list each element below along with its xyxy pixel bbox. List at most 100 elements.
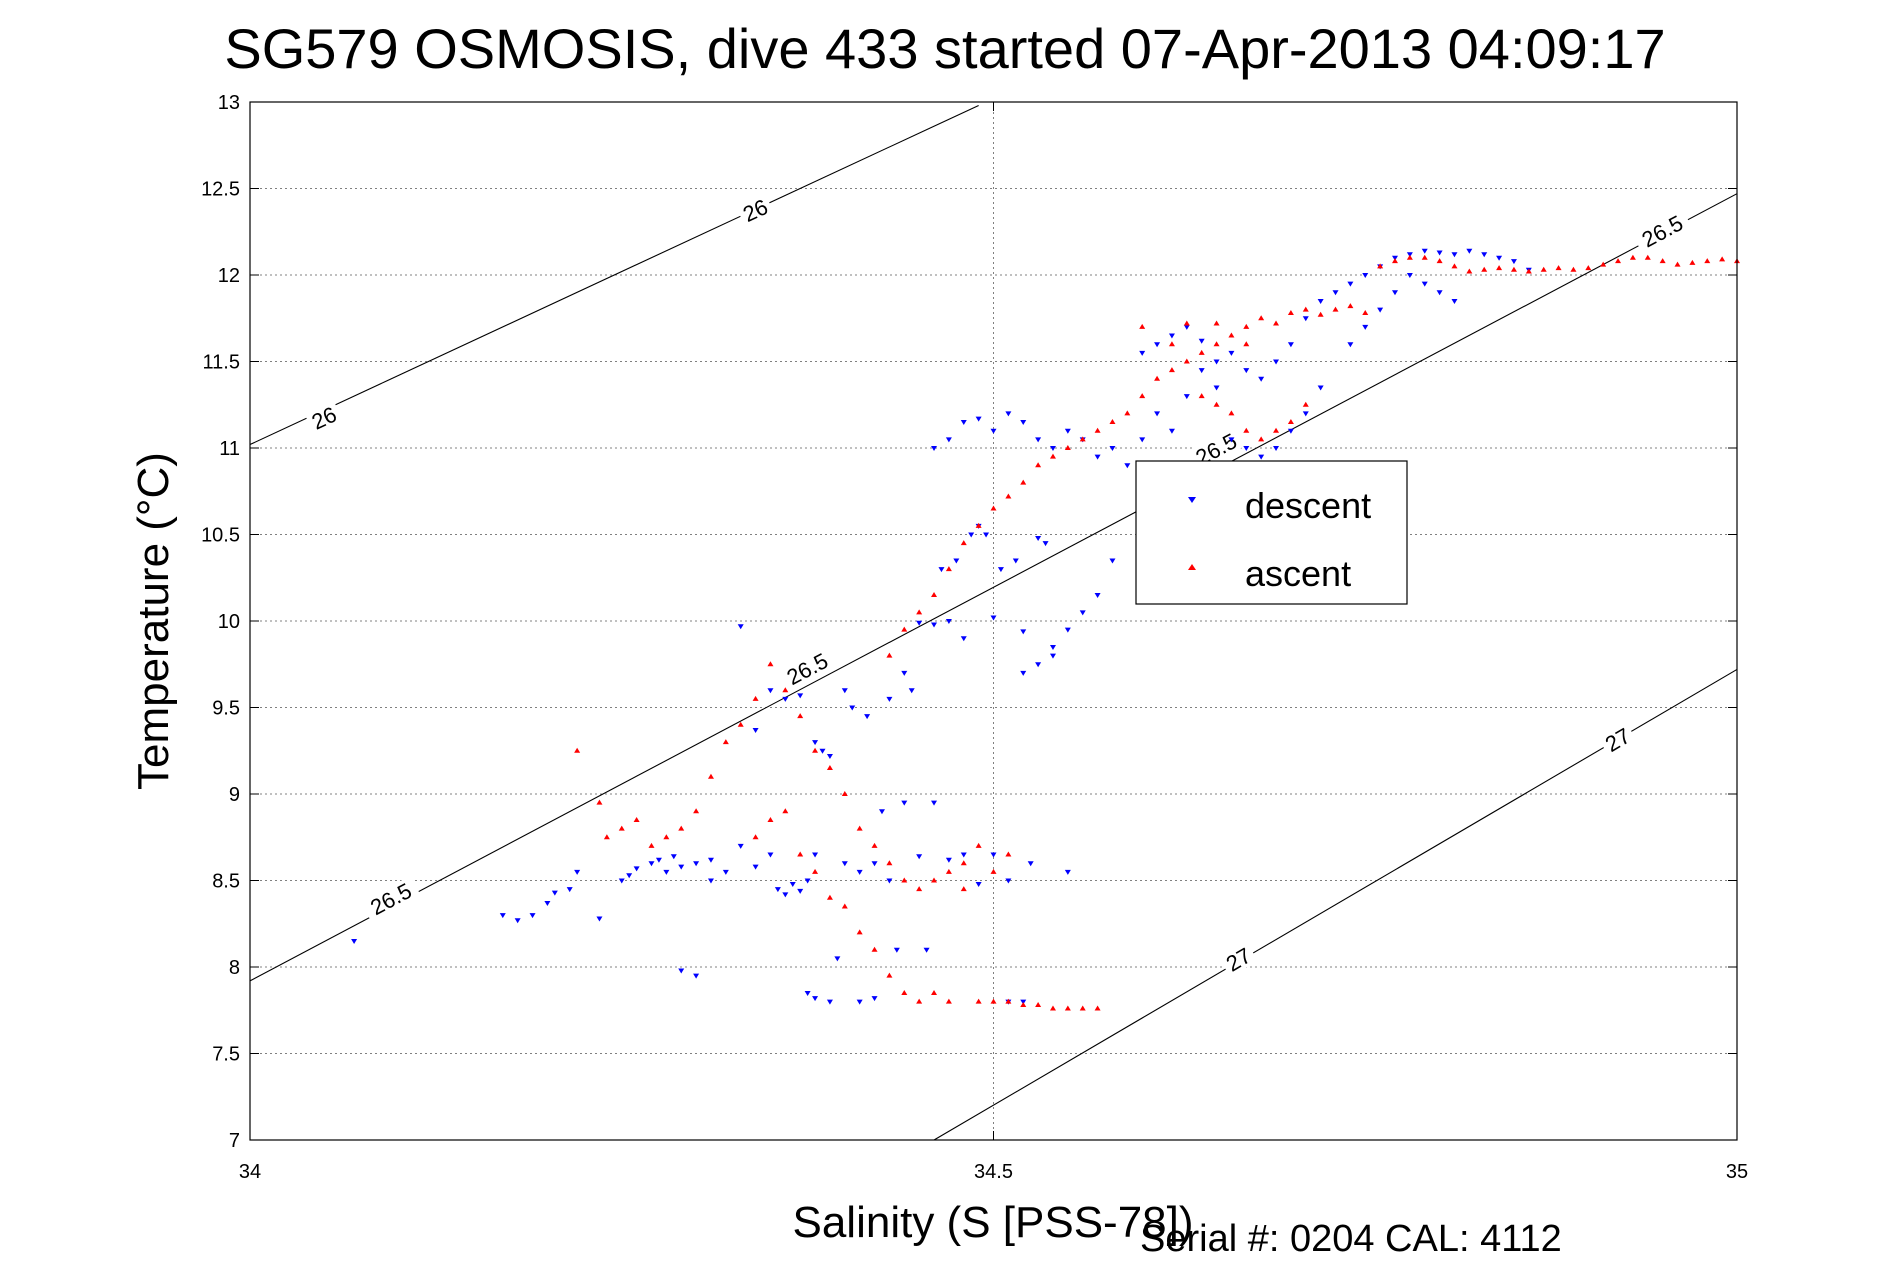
descent-point bbox=[648, 861, 655, 867]
descent-point bbox=[789, 881, 796, 887]
descent-point bbox=[871, 861, 878, 867]
ascent-point bbox=[841, 903, 848, 909]
y-tick-label: 8.5 bbox=[212, 871, 240, 893]
ascent-point bbox=[990, 868, 997, 874]
descent-point bbox=[1139, 350, 1146, 356]
descent-point bbox=[1020, 629, 1027, 635]
ascent-point bbox=[1213, 320, 1220, 326]
ascent-point bbox=[1168, 367, 1175, 373]
descent-point bbox=[1064, 869, 1071, 875]
y-tick-label: 8 bbox=[229, 957, 240, 979]
ascent-point bbox=[596, 799, 603, 805]
ascent-point bbox=[678, 825, 685, 831]
descent-point bbox=[797, 888, 804, 894]
descent-point bbox=[968, 532, 975, 538]
ascent-point bbox=[797, 713, 804, 719]
ascent-point bbox=[1213, 401, 1220, 407]
descent-point bbox=[752, 727, 759, 733]
descent-point bbox=[945, 619, 952, 624]
ascent-point bbox=[782, 808, 789, 814]
descent-point bbox=[707, 878, 714, 884]
ascent-point bbox=[1035, 1002, 1042, 1008]
y-tick-label: 10 bbox=[218, 611, 240, 633]
ascent-point bbox=[737, 721, 744, 727]
legend: descent ascent bbox=[1135, 460, 1408, 605]
ascent-point bbox=[1317, 311, 1324, 317]
descent-point bbox=[514, 918, 521, 924]
ascent-point bbox=[1406, 254, 1413, 260]
y-tick-label: 11.5 bbox=[203, 352, 240, 374]
descent-point bbox=[1049, 446, 1056, 451]
descent-point bbox=[1139, 437, 1146, 443]
y-tick-label: 9.5 bbox=[212, 698, 240, 720]
ascent-point bbox=[826, 765, 833, 771]
ascent-point bbox=[797, 851, 804, 857]
ascent-point bbox=[1213, 341, 1220, 347]
ascent-point bbox=[1049, 1005, 1056, 1011]
ascent-point bbox=[1124, 410, 1131, 416]
descent-point bbox=[826, 999, 833, 1005]
ascent-point bbox=[1585, 265, 1592, 271]
ascent-point bbox=[1704, 258, 1711, 264]
contour-label-bg bbox=[1598, 721, 1637, 758]
descent-point bbox=[1243, 368, 1250, 374]
descent-point bbox=[812, 996, 819, 1002]
ascent-point bbox=[1615, 258, 1622, 264]
ascent-point bbox=[767, 816, 774, 822]
descent-point bbox=[1035, 662, 1042, 668]
descent-point bbox=[916, 620, 923, 626]
descent-point bbox=[767, 688, 774, 694]
axis-ticks: 7 7.5 8 8.5 9 9.5 10 10.5 11 11.5 12 12.5 13 34 34.5 35 bbox=[201, 92, 1748, 1183]
ascent-point bbox=[856, 825, 863, 831]
ascent-point bbox=[1243, 341, 1250, 347]
ascent-point bbox=[1436, 258, 1443, 264]
descent-point bbox=[693, 861, 700, 867]
ascent-point bbox=[1510, 266, 1517, 272]
descent-point bbox=[499, 913, 506, 919]
ascent-point bbox=[1347, 303, 1354, 309]
ascent-point bbox=[960, 540, 967, 546]
descent-point bbox=[1079, 610, 1086, 616]
ascent-point bbox=[990, 505, 997, 511]
descent-point bbox=[1064, 428, 1071, 434]
descent-point bbox=[1451, 298, 1458, 304]
ascent-point bbox=[975, 522, 982, 528]
descent-point bbox=[990, 428, 997, 434]
descent-point bbox=[1035, 437, 1042, 443]
descent-point bbox=[1510, 259, 1517, 265]
ascent-point bbox=[886, 860, 893, 866]
ascent-point bbox=[1109, 419, 1116, 425]
descent-point bbox=[1347, 342, 1354, 348]
descent-point bbox=[931, 446, 938, 451]
ascent-point bbox=[1287, 310, 1294, 316]
descent-point bbox=[1154, 411, 1161, 417]
contour-line-26-5 bbox=[249, 193, 1738, 982]
ascent-point bbox=[1644, 254, 1651, 260]
descent-point bbox=[849, 705, 856, 711]
y-tick-label: 7.5 bbox=[212, 1044, 240, 1066]
descent-point bbox=[804, 878, 811, 884]
ascent-point bbox=[1005, 998, 1012, 1004]
ascent-point bbox=[1496, 265, 1503, 271]
ascent-point bbox=[1049, 453, 1056, 459]
descent-point bbox=[841, 688, 848, 694]
descent-point bbox=[871, 996, 878, 1002]
descent-point bbox=[767, 852, 774, 858]
ascent-point bbox=[1258, 436, 1265, 442]
descent-point bbox=[1421, 281, 1428, 287]
descent-point bbox=[1436, 290, 1443, 296]
ascent-point bbox=[1659, 258, 1666, 264]
ascent-point bbox=[812, 747, 819, 753]
descent-point bbox=[551, 890, 558, 896]
ascent-point bbox=[931, 592, 938, 598]
descent-point bbox=[1124, 463, 1131, 469]
descent-point bbox=[931, 800, 938, 806]
ascent-point bbox=[1139, 393, 1146, 399]
ascent-point bbox=[648, 842, 655, 848]
descent-point bbox=[1377, 307, 1384, 313]
descent-point bbox=[1109, 558, 1116, 564]
descent-point bbox=[812, 852, 819, 858]
descent-point bbox=[923, 947, 930, 953]
ascent-point bbox=[693, 808, 700, 814]
descent-point bbox=[1027, 861, 1034, 867]
